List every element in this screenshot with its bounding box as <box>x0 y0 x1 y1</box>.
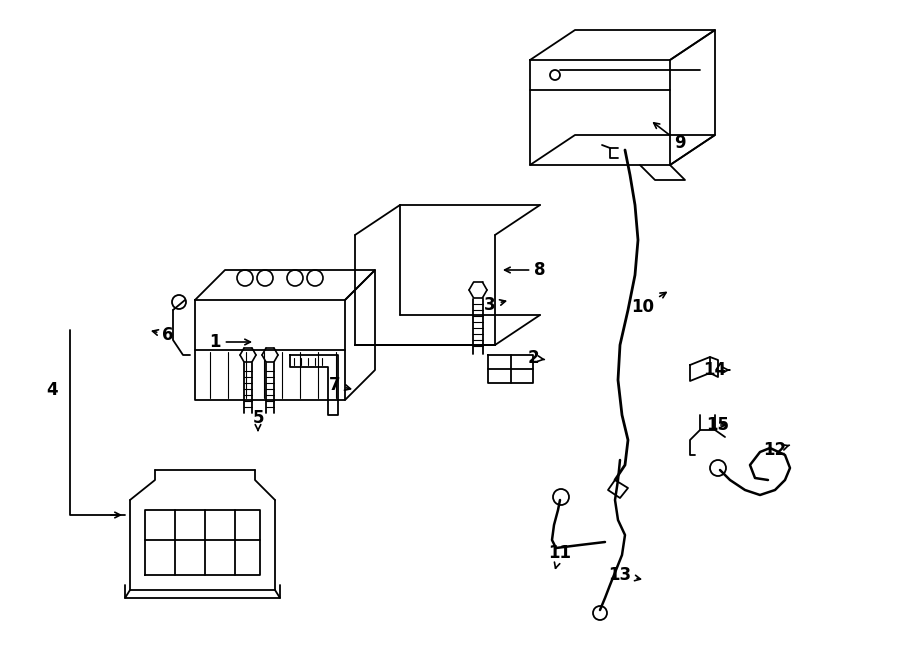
Text: 2: 2 <box>527 349 544 367</box>
Text: 13: 13 <box>608 566 641 584</box>
Text: 3: 3 <box>484 296 506 314</box>
Text: 9: 9 <box>653 123 686 152</box>
Text: 12: 12 <box>763 441 789 459</box>
Text: 7: 7 <box>329 376 350 394</box>
Text: 5: 5 <box>252 409 264 430</box>
Text: 10: 10 <box>632 292 666 316</box>
Text: 11: 11 <box>548 544 572 568</box>
Text: 14: 14 <box>704 361 729 379</box>
Text: 15: 15 <box>706 416 730 434</box>
Text: 1: 1 <box>209 333 250 351</box>
Text: 4: 4 <box>46 381 58 399</box>
Text: 6: 6 <box>152 326 174 344</box>
Text: 8: 8 <box>505 261 545 279</box>
